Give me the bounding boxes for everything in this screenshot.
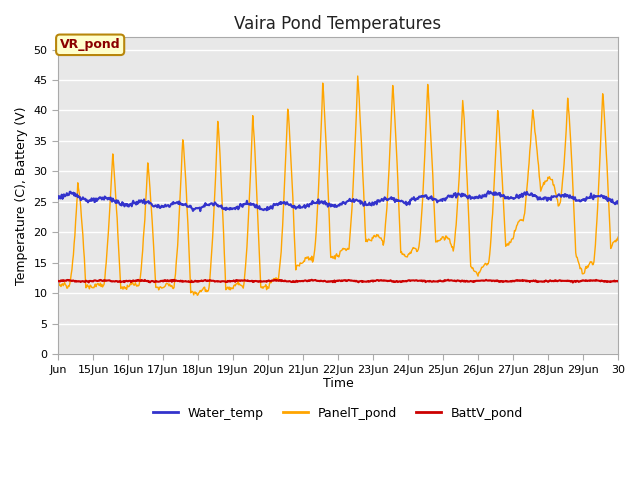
Text: VR_pond: VR_pond	[60, 38, 120, 51]
X-axis label: Time: Time	[323, 377, 353, 390]
Y-axis label: Temperature (C), Battery (V): Temperature (C), Battery (V)	[15, 107, 28, 285]
Title: Vaira Pond Temperatures: Vaira Pond Temperatures	[234, 15, 442, 33]
Legend: Water_temp, PanelT_pond, BattV_pond: Water_temp, PanelT_pond, BattV_pond	[148, 402, 528, 424]
